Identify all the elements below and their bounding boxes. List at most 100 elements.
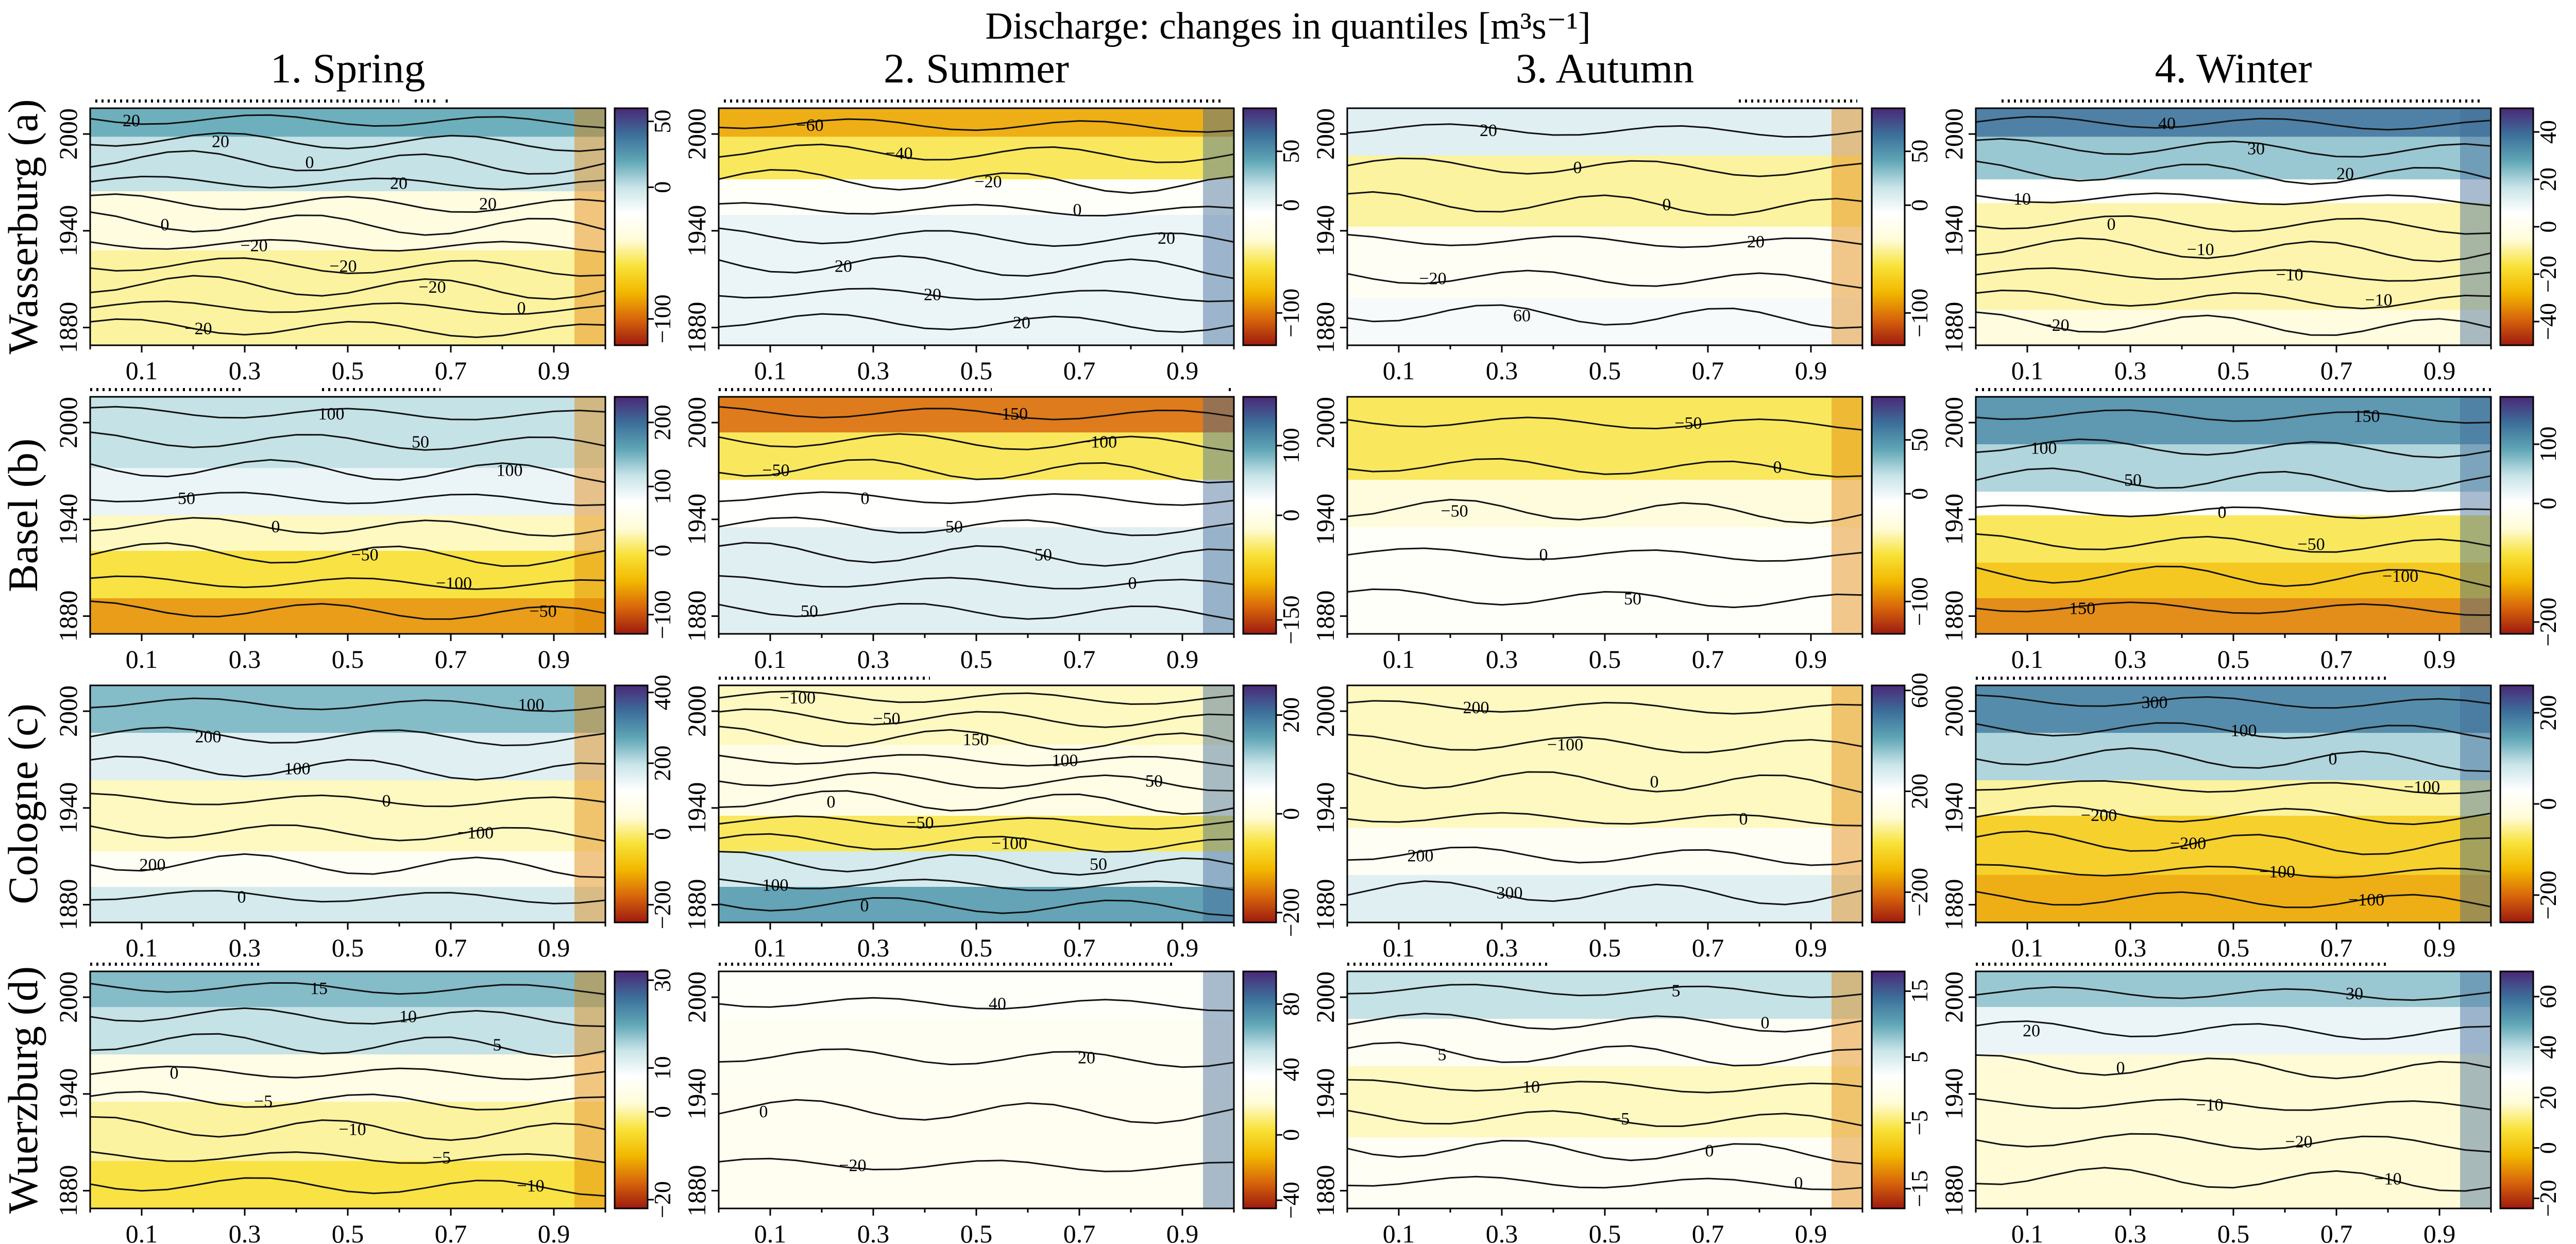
x-tick-label: 0.7	[2320, 645, 2353, 674]
heatmap-edge	[1203, 108, 1234, 345]
column-title-spring: 1. Spring	[270, 45, 426, 92]
colorbar-tick-label: 50	[1278, 140, 1304, 163]
colorbar-tick-label: 40	[1278, 1057, 1304, 1081]
contour-line	[1976, 830, 2491, 855]
contour-line	[1976, 160, 2491, 185]
y-tick-label: 2000	[682, 971, 711, 1023]
y-tick-label: 1880	[54, 879, 82, 931]
x-tick-label: 0.9	[1166, 356, 1199, 385]
colorbar-tick-label: −150	[1278, 595, 1304, 644]
heatmap-band	[1976, 179, 2491, 204]
contour-label: −150	[2059, 599, 2095, 618]
colorbar-tick-label: 200	[649, 746, 675, 781]
contour-label: 50	[412, 433, 429, 452]
contour-line	[1347, 700, 1862, 715]
colorbar-frame	[1871, 970, 1906, 1209]
y-tick-label: 2000	[1311, 397, 1340, 448]
contour-line	[1347, 233, 1862, 248]
contour-line	[719, 602, 1234, 620]
y-tick-label: 1880	[1939, 1165, 1968, 1217]
colorbar-tick-label: 0	[2535, 1142, 2561, 1154]
panel-r1-c2: −50 0 −50 0 50 0.1 0.3 0.5 0.7 0.9 1880 1940 2000 50 0…	[1311, 396, 1933, 674]
contour-line	[90, 150, 605, 175]
contour-label: 0	[161, 215, 170, 234]
contour-label: 0	[517, 298, 526, 317]
heatmap-band	[1976, 137, 2491, 180]
contour-label: 20	[924, 285, 941, 304]
heatmap-edge	[1203, 397, 1234, 634]
contour-line	[719, 754, 1234, 767]
y-tick-label: 1880	[1939, 879, 1968, 931]
heatmap-band	[1976, 563, 2491, 599]
panel-r3-c2: 5 0 5 10 −5 0 0 0.1 0.3 0.5 0.7 0.9 1880 1940 2000 15 5 −…	[1311, 963, 1933, 1244]
y-tick-label: 2000	[54, 108, 82, 160]
contour-line	[90, 755, 605, 781]
colorbar-tick-label: 0	[1278, 808, 1304, 820]
panel-r3-c0: 15 10 5 0 −5 −10 −5 −10 0.1 0.3 0.5 0.7 0.9 1880 1940 2…	[54, 963, 675, 1244]
heatmap-band	[1347, 875, 1862, 922]
x-tick-label: 0.1	[2011, 645, 2044, 674]
contour-line	[1976, 780, 2491, 795]
contour-line	[1347, 733, 1862, 753]
contour-line	[1976, 409, 2491, 424]
contour-line	[1347, 157, 1862, 177]
contour-label: 20	[1158, 229, 1175, 248]
x-tick-label: 0.7	[435, 1219, 467, 1244]
contour-label: −20	[2285, 1133, 2312, 1152]
colorbar	[615, 971, 648, 1208]
heatmap-band	[90, 468, 605, 516]
heatmap-band	[1976, 492, 2491, 516]
contour-line	[90, 275, 605, 300]
contour-label: 50	[945, 517, 963, 536]
x-tick-label: 0.9	[2424, 933, 2456, 962]
colorbar-tick-label: −100	[1278, 289, 1304, 338]
contour-label: 100	[318, 405, 345, 424]
x-tick-label: 0.9	[1166, 933, 1199, 962]
colorbar	[2500, 971, 2533, 1208]
contour-label: −20	[1419, 270, 1446, 289]
contour-line	[1347, 983, 1862, 998]
y-tick-label: 1880	[1311, 302, 1340, 354]
y-tick-label: 1940	[682, 205, 711, 257]
x-tick-label: 0.7	[1692, 356, 1724, 385]
contour-line	[719, 1157, 1234, 1172]
contour-label: −10	[2196, 1096, 2223, 1115]
contour-line	[719, 997, 1234, 1012]
colorbar-frame	[614, 107, 649, 346]
contour-label: 20	[1078, 1048, 1095, 1067]
y-tick-label: 1880	[54, 591, 82, 642]
x-tick-label: 0.3	[857, 356, 890, 385]
colorbar-tick-label: −100	[1906, 289, 1933, 338]
y-tick-label: 2000	[54, 971, 82, 1023]
x-tick-label: 0.7	[1063, 645, 1096, 674]
colorbar	[1872, 685, 1905, 922]
contour-line	[90, 492, 605, 507]
contour-line	[719, 516, 1234, 536]
y-tick-label: 2000	[54, 685, 82, 737]
contour-line	[719, 313, 1234, 333]
colorbar-tick-label: 200	[649, 405, 675, 440]
x-tick-label: 0.9	[2424, 1219, 2456, 1244]
colorbar-tick-label: 15	[1906, 979, 1933, 1003]
contour-line	[719, 771, 1234, 792]
contour-line	[1347, 1013, 1862, 1033]
colorbar-tick-label: 200	[2535, 695, 2561, 731]
x-tick-label: 0.3	[2114, 1219, 2147, 1244]
colorbar-frame	[2499, 970, 2534, 1209]
y-tick-label: 2000	[682, 108, 711, 160]
contour-label: −10	[2365, 291, 2392, 310]
contour-label: −10	[338, 1120, 366, 1139]
contour-label: 40	[989, 995, 1006, 1014]
heatmap-field: −100 −50 150 100 50 0 −50 −100 50 100 0	[719, 685, 1234, 922]
colorbar-tick-label: 0	[649, 828, 675, 840]
x-tick-label: 0.1	[126, 1219, 158, 1244]
colorbar	[615, 685, 648, 922]
contour-label: 5	[493, 1035, 502, 1054]
colorbar-tick-label: 0	[649, 181, 675, 193]
heatmap-band	[90, 780, 605, 852]
contour-label: −100	[436, 574, 472, 593]
contour-label: −100	[1081, 433, 1117, 452]
y-tick-label: 1940	[54, 782, 82, 834]
x-tick-label: 0.1	[754, 933, 787, 962]
colorbar-tick-label: −15	[1906, 1170, 1933, 1207]
